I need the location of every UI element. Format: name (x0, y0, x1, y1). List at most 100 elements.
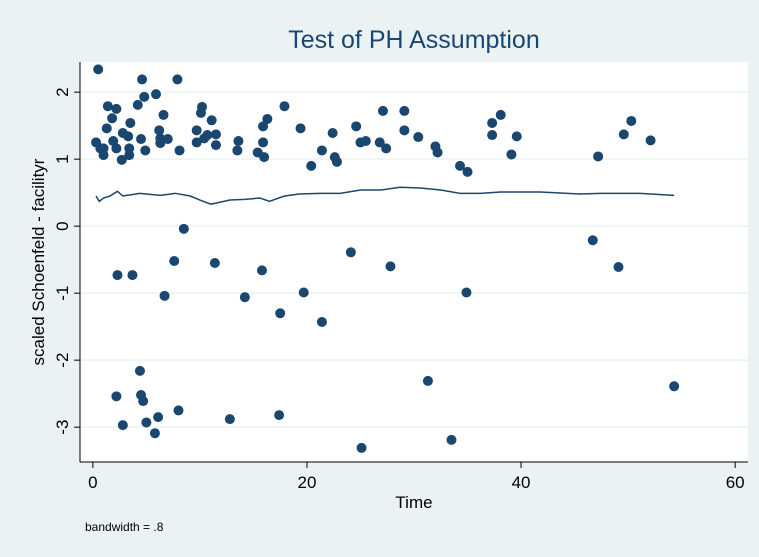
point (239, 292, 250, 303)
point (275, 308, 286, 319)
point (107, 113, 118, 124)
point (327, 128, 338, 139)
point (102, 101, 113, 112)
point (141, 417, 152, 428)
point (232, 145, 243, 156)
point (132, 99, 143, 110)
point (399, 125, 410, 136)
point (233, 136, 244, 147)
point (316, 316, 327, 327)
note: bandwidth = .8 (85, 520, 164, 534)
point (374, 137, 385, 148)
point (191, 125, 202, 136)
point (197, 101, 208, 112)
point (381, 143, 392, 154)
y-tick-label: -3 (53, 420, 72, 435)
x-tick-label: 0 (88, 473, 97, 492)
x-axis-label: Time (395, 493, 432, 512)
point (587, 235, 598, 246)
point (495, 109, 506, 120)
point (487, 117, 498, 128)
point (279, 101, 290, 112)
point (462, 166, 473, 177)
point (331, 156, 342, 167)
point (149, 428, 160, 439)
point (645, 135, 656, 146)
point (446, 434, 457, 445)
point (206, 115, 217, 126)
point (413, 132, 424, 143)
point (112, 270, 123, 281)
point (422, 375, 433, 386)
point (136, 134, 147, 145)
point (173, 405, 184, 416)
point (224, 414, 235, 425)
point (111, 143, 122, 154)
point (138, 396, 149, 407)
point (178, 223, 189, 234)
point (345, 247, 356, 258)
point (298, 287, 309, 298)
point (461, 287, 472, 298)
point (134, 365, 145, 376)
point (98, 143, 109, 154)
point (93, 64, 104, 75)
point (153, 412, 164, 423)
point (613, 262, 624, 273)
point (158, 109, 169, 120)
point (593, 151, 604, 162)
point (377, 105, 388, 116)
y-tick-label: 0 (53, 221, 72, 230)
point (306, 160, 317, 171)
point (360, 136, 371, 147)
point (111, 103, 122, 114)
point (455, 160, 466, 171)
point (626, 115, 637, 126)
point (669, 381, 680, 392)
point (116, 154, 127, 165)
point (111, 391, 122, 402)
point (137, 74, 148, 85)
point (259, 152, 270, 163)
point (316, 145, 327, 156)
point (117, 420, 128, 431)
x-tick-label: 20 (297, 473, 316, 492)
point (191, 137, 202, 148)
point (159, 290, 170, 301)
point (209, 258, 220, 269)
point (125, 117, 136, 128)
point (432, 147, 443, 158)
point (399, 105, 410, 116)
point (123, 131, 134, 142)
y-axis-label: scaled Schoenfeld - facilityr (29, 158, 48, 365)
point (140, 145, 151, 156)
y-tick-label: -1 (53, 286, 72, 301)
point (511, 131, 522, 142)
point (155, 133, 166, 144)
point (169, 255, 180, 266)
point (356, 442, 367, 453)
point (262, 113, 273, 124)
point (258, 137, 269, 148)
point (618, 129, 629, 140)
point (127, 270, 138, 281)
chart-title: Test of PH Assumption (288, 26, 540, 54)
point (151, 89, 162, 100)
point (210, 129, 221, 140)
y-tick-label: 2 (53, 87, 72, 96)
point (172, 74, 183, 85)
point (274, 410, 285, 421)
point (385, 261, 396, 272)
point (162, 134, 173, 145)
y-tick-label: -2 (53, 353, 72, 368)
x-tick-label: 40 (512, 473, 531, 492)
point (202, 130, 213, 141)
lowess-line (95, 186, 675, 205)
point (487, 130, 498, 141)
point (258, 121, 269, 132)
point (295, 123, 306, 134)
point (101, 123, 112, 134)
point (506, 149, 517, 160)
x-tick-label: 60 (726, 473, 745, 492)
